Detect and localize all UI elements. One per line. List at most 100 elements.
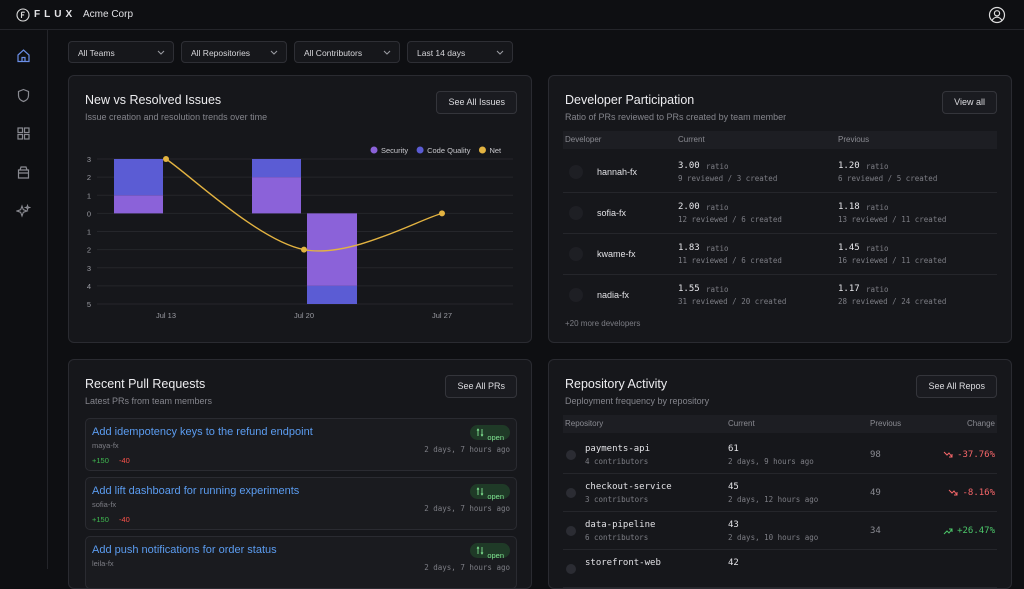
- column-header: Developer: [565, 135, 602, 144]
- more-developers[interactable]: +20 more developers: [565, 319, 641, 328]
- ratio-detail: 12 reviewed / 6 created: [678, 215, 782, 224]
- pr-author: maya-fx: [92, 441, 119, 450]
- chevron: [157, 50, 165, 55]
- change-value: +26.47%: [957, 526, 995, 536]
- card-title: Repository Activity: [565, 377, 668, 391]
- ratio-detail: 16 reviewed / 11 created: [838, 256, 947, 265]
- view-all[interactable]: View all: [942, 91, 997, 114]
- filter-dropdown[interactable]: Last 14 days: [407, 41, 513, 63]
- nav-store[interactable]: [16, 165, 31, 180]
- y-tick-label: 3: [87, 264, 91, 273]
- ratio-value: 1.83: [678, 243, 700, 253]
- avatar: [569, 247, 583, 261]
- trend-arrow-path: [943, 451, 953, 458]
- ratio-unit: ratio: [866, 203, 889, 212]
- card-title: New vs Resolved Issues: [85, 93, 222, 107]
- net-point: [439, 210, 445, 217]
- repo-icon: [566, 526, 576, 536]
- legend-label: Security: [381, 146, 408, 155]
- pr-author: sofia-fx: [92, 500, 117, 509]
- pr-title[interactable]: Add push notifications for order status: [92, 544, 277, 556]
- status-badge: open: [470, 484, 510, 501]
- avatar: [569, 206, 583, 220]
- see-all-issues[interactable]: See All Issues: [436, 91, 517, 114]
- card-subtitle: Latest PRs from team members: [85, 396, 213, 406]
- ratio-value: 3.00: [678, 161, 700, 171]
- repo-name: payments-api: [585, 444, 651, 454]
- column-header: Change: [966, 419, 995, 428]
- bar-segment: [114, 159, 163, 196]
- column-header: Repository: [565, 419, 604, 428]
- repo-icon-shape: [566, 526, 576, 536]
- pr-icon-path: [476, 428, 484, 437]
- trend-arrow-path: [948, 489, 958, 496]
- sidebar: [0, 30, 48, 569]
- developer-name: sofia-fx: [597, 208, 627, 218]
- ratio-detail: 13 reviewed / 11 created: [838, 215, 947, 224]
- ratio-unit: ratio: [866, 244, 889, 253]
- developer-name: hannah-fx: [597, 167, 638, 177]
- repo-icon-shape: [566, 450, 576, 460]
- current-count: 42: [728, 558, 739, 568]
- logo-text: FLUX: [34, 9, 77, 20]
- developer-row: kwame-fx 1.83 ratio 11 reviewed / 6 created…: [563, 234, 997, 275]
- pr-additions: +150: [92, 515, 109, 524]
- ratio-detail: 31 reviewed / 20 created: [678, 297, 787, 306]
- pr-time: 2 days, 7 hours ago: [424, 504, 510, 513]
- nav-insights[interactable]: [16, 204, 31, 219]
- pr-deletions: -40: [119, 456, 130, 465]
- see-all-prs[interactable]: See All PRs: [445, 375, 517, 398]
- card-subtitle: Deployment frequency by repository: [565, 396, 710, 406]
- last-deploy: 2 days, 10 hours ago: [728, 533, 819, 542]
- pr-title[interactable]: Add idempotency keys to the refund endpo…: [92, 426, 313, 438]
- filter-dropdown[interactable]: All Repositories: [181, 41, 287, 63]
- ratio-detail: 6 reviewed / 5 created: [838, 174, 938, 183]
- card-title: Developer Participation: [565, 93, 695, 107]
- repo-icon-shape: [566, 564, 576, 574]
- net-line: [165, 158, 443, 252]
- legend-dot: [416, 146, 424, 154]
- ratio-value: 2.00: [678, 202, 700, 212]
- org-name[interactable]: Acme Corp: [83, 9, 134, 20]
- filter-dropdown[interactable]: All Contributors: [294, 41, 400, 63]
- legend-dot: [478, 146, 486, 154]
- chevron: [496, 50, 504, 55]
- chevron-path: [383, 50, 391, 55]
- nav-security[interactable]: [16, 88, 31, 103]
- previous-count: 98: [870, 450, 881, 460]
- developer-card: Developer Participation Ratio of PRs rev…: [548, 75, 1012, 343]
- pr-icon-path: [476, 487, 484, 496]
- card-title: Recent Pull Requests: [85, 377, 206, 391]
- pr-additions: +150: [92, 456, 109, 465]
- pr-title[interactable]: Add lift dashboard for running experimen…: [92, 485, 300, 497]
- see-all-repos[interactable]: See All Repos: [916, 375, 997, 398]
- developer-row: hannah-fx 3.00 ratio 9 reviewed / 3 created…: [563, 152, 997, 193]
- y-tick-label: 3: [87, 155, 91, 164]
- top-bar: FLUX Acme Corp: [0, 0, 1024, 30]
- current-count: 61: [728, 444, 739, 454]
- repo-row: checkout-service 3 contributors 45 2 days, …: [563, 474, 997, 512]
- net-point: [163, 156, 169, 162]
- column-header: Current: [678, 135, 705, 144]
- user-menu[interactable]: [988, 6, 1006, 24]
- legend-dot: [370, 146, 378, 154]
- nav-grid[interactable]: [16, 126, 31, 141]
- ratio-value: 1.17: [838, 284, 860, 294]
- contributors: 6 contributors: [585, 533, 649, 542]
- ratio-value: 1.45: [838, 243, 860, 253]
- card-subtitle: Ratio of PRs reviewed to PRs created by …: [565, 112, 787, 122]
- filter-dropdown[interactable]: All Teams: [68, 41, 174, 63]
- trend-arrow-path: [943, 528, 953, 535]
- pr-item[interactable]: Add idempotency keys to the refund endpo…: [85, 418, 517, 471]
- issues-card: New vs Resolved Issues Issue creation an…: [68, 75, 532, 343]
- previous-count: 34: [870, 526, 881, 536]
- ratio-unit: ratio: [706, 244, 729, 253]
- legend-label: Net: [489, 146, 502, 155]
- nav-home[interactable]: [16, 48, 31, 63]
- pr-item[interactable]: Add push notifications for order status l…: [85, 536, 517, 588]
- pr-item[interactable]: Add lift dashboard for running experimen…: [85, 477, 517, 530]
- repo-name: checkout-service: [585, 482, 672, 492]
- pr-deletions: -40: [119, 515, 130, 524]
- status-badge: open: [470, 543, 510, 560]
- change-value: -8.16%: [962, 488, 995, 498]
